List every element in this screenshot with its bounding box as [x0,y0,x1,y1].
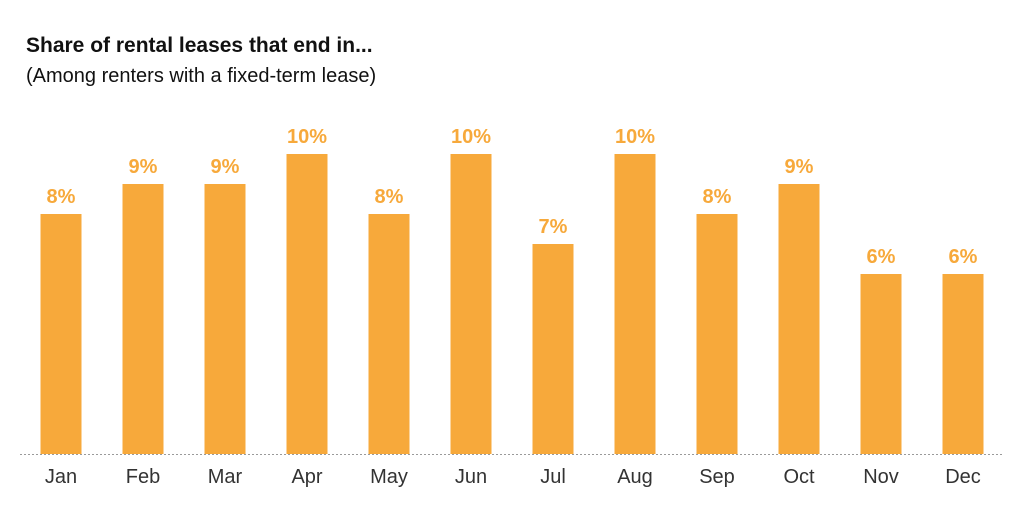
bar-feb [122,184,164,454]
bar-aug [614,154,656,454]
data-label-apr: 10% [287,126,327,148]
data-label-feb: 9% [129,156,158,178]
x-tick-label-sep: Sep [699,466,735,488]
bar-jan [40,214,82,454]
data-label-nov: 6% [867,246,896,268]
x-tick-label-aug: Aug [617,466,653,488]
bar-may [368,214,410,454]
data-label-oct: 9% [785,156,814,178]
bar-sep [696,214,738,454]
x-tick-label-jan: Jan [45,466,77,488]
bars-group [40,154,984,454]
x-tick-label-jul: Jul [540,466,566,488]
x-tick-label-nov: Nov [863,466,899,488]
data-label-dec: 6% [949,246,978,268]
bar-mar [204,184,246,454]
x-tick-label-feb: Feb [126,466,160,488]
bar-dec [942,274,984,454]
data-label-may: 8% [375,186,404,208]
bar-nov [860,274,902,454]
data-label-mar: 9% [211,156,240,178]
data-label-jan: 8% [47,186,76,208]
chart-subtitle: (Among renters with a fixed-term lease) [26,65,377,87]
chart-title: Share of rental leases that end in... [26,34,373,57]
bar-apr [286,154,328,454]
data-label-jul: 7% [539,216,568,238]
x-tick-label-oct: Oct [783,466,815,488]
x-tick-labels-group: Jan Feb Mar Apr May Jun Jul Aug Sep Oct Nov Dec [45,466,981,488]
x-tick-label-apr: Apr [291,466,322,488]
x-tick-label-may: May [370,466,408,488]
x-tick-label-mar: Mar [208,466,243,488]
x-tick-label-dec: Dec [945,466,981,488]
bar-oct [778,184,820,454]
data-label-jun: 10% [451,126,491,148]
data-label-sep: 8% [703,186,732,208]
bar-jun [450,154,492,454]
data-label-aug: 10% [615,126,655,148]
bar-jul [532,244,574,454]
data-labels-group: 8% 9% 9% 10% 8% 10% 7% 10% 8% 9% 6% 6% [47,126,978,268]
x-tick-label-jun: Jun [455,466,487,488]
